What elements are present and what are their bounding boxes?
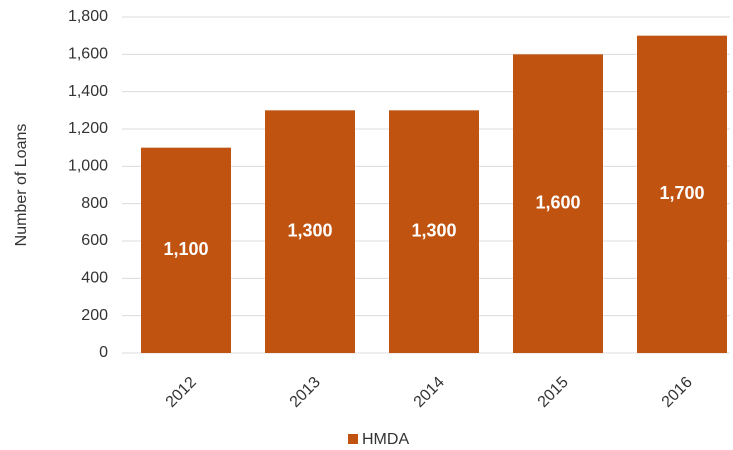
y-tick-label: 400: [81, 270, 108, 287]
y-tick-label: 1,800: [68, 8, 108, 25]
x-tick-label: 2016: [659, 374, 696, 411]
value-label: 1,300: [287, 220, 332, 240]
bar: [141, 147, 231, 353]
value-label: 1,600: [535, 192, 580, 212]
y-tick-label: 200: [81, 307, 108, 324]
value-label: 1,100: [163, 239, 208, 259]
x-tick-label: 2015: [535, 374, 572, 411]
value-label: 1,300: [411, 220, 456, 240]
y-tick-label: 1,600: [68, 46, 108, 63]
value-label: 1,700: [659, 183, 704, 203]
legend-label: HMDA: [362, 431, 409, 448]
bar: [513, 54, 603, 353]
y-tick-label: 800: [81, 195, 108, 212]
y-tick-label: 1,000: [68, 158, 108, 175]
y-axis-label: Number of Loans: [13, 124, 30, 247]
bar: [389, 110, 479, 353]
y-tick-label: 1,200: [68, 120, 108, 137]
x-tick-label: 2012: [163, 374, 200, 411]
y-tick-label: 600: [81, 232, 108, 249]
bar: [637, 35, 727, 354]
y-tick-label: 1,400: [68, 83, 108, 100]
x-tick-label: 2013: [287, 374, 324, 411]
bar: [265, 110, 355, 353]
y-tick-label: 0: [99, 344, 108, 361]
x-tick-label: 2014: [411, 374, 448, 411]
legend-swatch: [348, 434, 358, 444]
